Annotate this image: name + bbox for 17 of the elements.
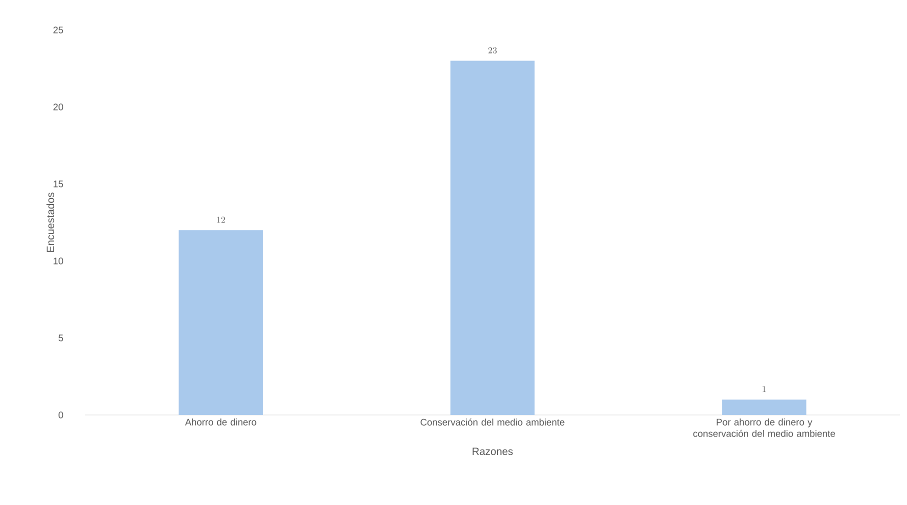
x-tick-label: Ahorro de dinero (185, 418, 256, 426)
bar (722, 400, 806, 415)
x-tick-label: Por ahorro de dinero y conservación del medio ambiente (693, 418, 836, 437)
y-tick-label: 25 (53, 26, 64, 34)
bar (178, 230, 263, 415)
y-tick-label: 5 (58, 334, 64, 342)
data-label: 1 (762, 386, 766, 392)
y-tick-label: 20 (53, 104, 64, 110)
data-label: 23 (488, 47, 497, 54)
bar (450, 60, 535, 415)
y-axis-title: Encuestados (46, 192, 54, 252)
y-tick-label: 15 (54, 180, 64, 188)
y-tick-label: 0 (58, 412, 64, 418)
data-label: 12 (217, 216, 225, 223)
x-axis-title: Razones (472, 448, 513, 456)
y-tick-label: 10 (54, 258, 64, 264)
x-tick-label: Conservación del medio ambiente (420, 418, 564, 426)
